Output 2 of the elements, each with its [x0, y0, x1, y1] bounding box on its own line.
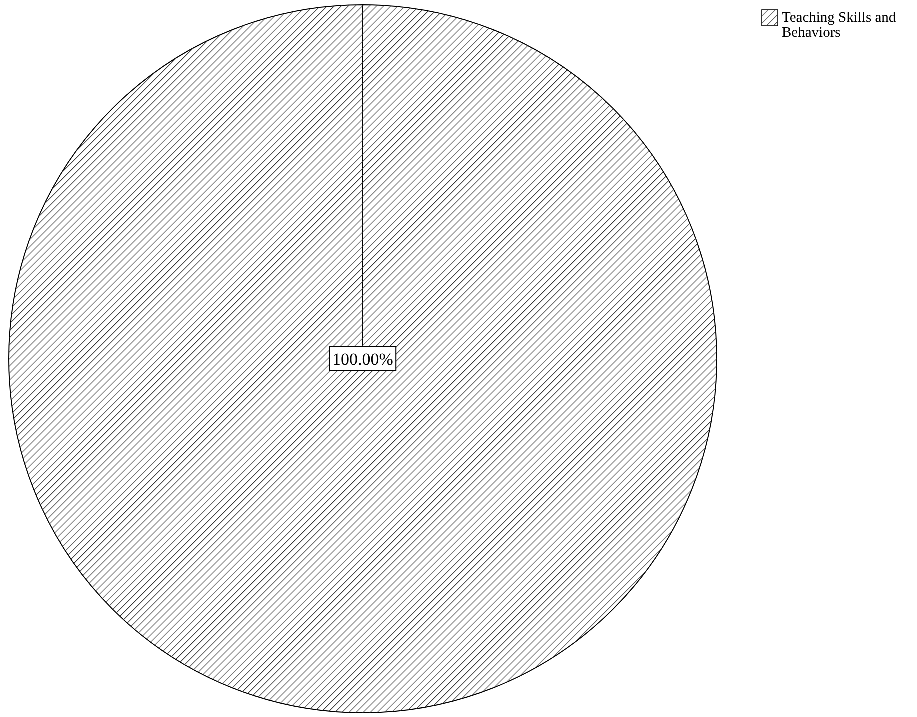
data-label: 100.00% [332, 350, 394, 369]
legend-label: Teaching Skills and Behaviors [782, 10, 897, 41]
